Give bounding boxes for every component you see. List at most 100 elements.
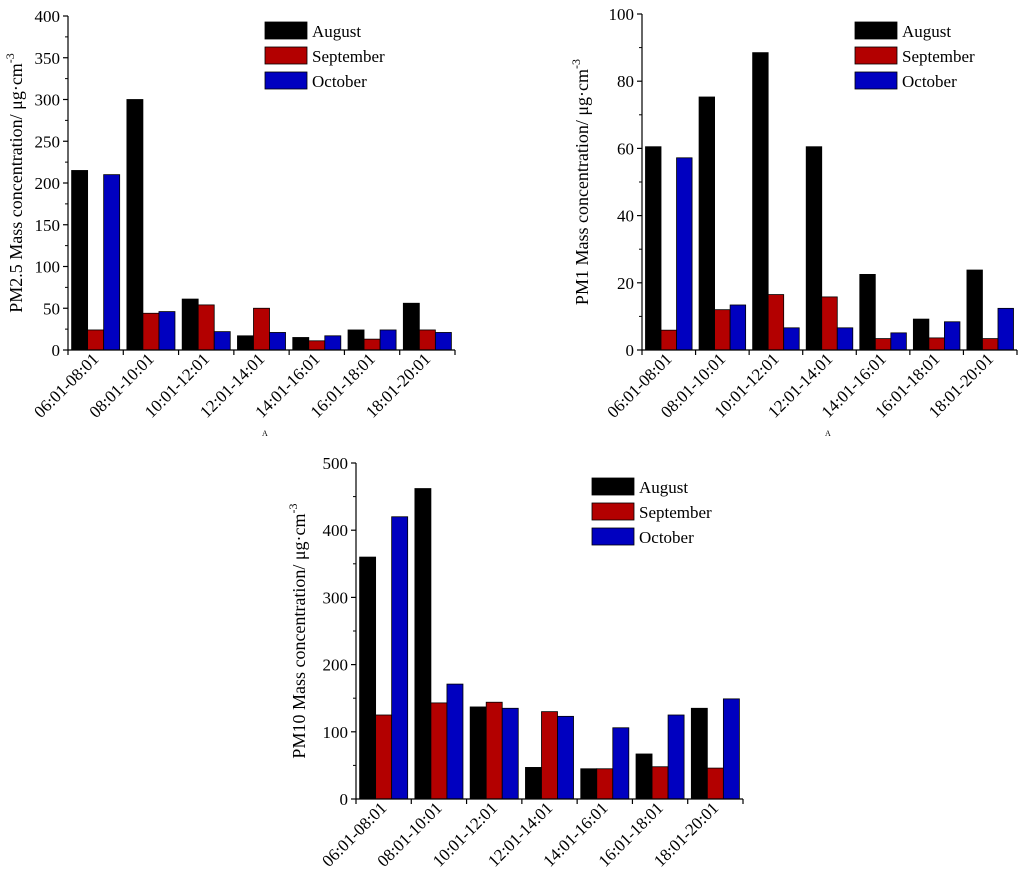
bar-august-1 (71, 170, 89, 351)
bar-october-7 (434, 332, 452, 351)
y-axis-title: PM2.5 Mass concentration/ μg·cm-3 (3, 53, 26, 313)
legend-label-september: September (312, 47, 385, 66)
legend-label-october: October (902, 72, 957, 91)
y-axis-title-superscript: -3 (569, 59, 583, 69)
bar-august-2 (126, 99, 144, 351)
y-tick-label: 40 (617, 207, 634, 226)
bar-september-4 (253, 307, 270, 351)
bar-august-5 (292, 337, 310, 351)
bar-august-4 (237, 335, 254, 351)
bar-september-1 (375, 714, 393, 800)
bar-august-1 (645, 146, 662, 351)
bar-august-3 (469, 706, 487, 800)
y-axis-title-superscript: -3 (286, 503, 300, 513)
y-tick-label: 200 (323, 656, 349, 675)
y-tick-label: 350 (35, 49, 61, 68)
bar-august-4 (805, 146, 823, 351)
y-axis-title-superscript: -3 (3, 53, 17, 63)
bar-september-5 (308, 340, 326, 351)
bar-august-2 (414, 488, 432, 800)
y-tick-label: 20 (617, 274, 634, 293)
legend-swatch-august (854, 21, 898, 40)
legend-swatch-september (591, 502, 635, 521)
bar-september-1 (87, 329, 105, 351)
legend-swatch-september (854, 46, 898, 65)
y-tick-label: 100 (609, 5, 635, 24)
bar-september-6 (651, 766, 669, 800)
bar-september-4 (541, 711, 558, 800)
bar-october-6 (944, 321, 961, 351)
bar-september-7 (982, 338, 999, 351)
bar-october-1 (391, 516, 409, 800)
legend-label-september: September (902, 47, 975, 66)
bar-august-3 (181, 298, 199, 351)
legend-label-august: August (639, 478, 688, 497)
bar-october-3 (501, 707, 519, 800)
bar-october-3 (783, 327, 800, 351)
legend-swatch-october (264, 71, 308, 90)
y-axis-title-text: PM10 Mass concentration/ μg·cm (289, 513, 309, 758)
legend-swatch-august (591, 477, 635, 496)
y-axis-title-text: PM2.5 Mass concentration/ μg·cm (6, 63, 26, 313)
y-tick-label: 100 (35, 258, 61, 277)
bar-october-7 (997, 307, 1014, 351)
y-tick-label: 0 (52, 341, 61, 360)
bar-october-2 (158, 311, 176, 351)
bar-october-3 (213, 331, 231, 351)
y-tick-label: 400 (35, 7, 61, 26)
legend-label-august: August (312, 22, 361, 41)
bar-august-6 (347, 329, 365, 351)
y-tick-label: 100 (323, 723, 349, 742)
panel-label: A (262, 429, 268, 438)
y-axis-title: PM1 Mass concentration/ μg·cm-3 (569, 59, 592, 305)
y-tick-label: 200 (35, 174, 61, 193)
bar-october-6 (667, 714, 685, 800)
bar-august-7 (690, 707, 708, 800)
legend-swatch-august (264, 21, 308, 40)
legend-swatch-october (854, 71, 898, 90)
bar-september-7 (706, 767, 724, 800)
y-tick-label: 80 (617, 72, 634, 91)
y-tick-label: 300 (35, 91, 61, 110)
y-axis-title-text: PM1 Mass concentration/ μg·cm (572, 69, 592, 305)
y-tick-label: 0 (626, 341, 635, 360)
bar-august-6 (912, 318, 930, 351)
bar-october-5 (324, 335, 342, 351)
bar-september-4 (821, 296, 838, 351)
panel-label: A (825, 429, 831, 438)
y-tick-label: 60 (617, 139, 634, 158)
y-tick-label: 300 (323, 588, 349, 607)
bar-august-7 (402, 302, 420, 351)
bar-september-5 (874, 338, 892, 351)
bar-august-7 (966, 269, 983, 351)
legend-swatch-september (264, 46, 308, 65)
legend-label-august: August (902, 22, 951, 41)
y-tick-label: 150 (35, 216, 61, 235)
y-tick-label: 500 (323, 454, 349, 473)
y-tick-label: 250 (35, 132, 61, 151)
legend-label-october: October (312, 72, 367, 91)
bar-september-6 (928, 337, 945, 351)
bar-october-4 (269, 332, 286, 351)
bar-october-2 (729, 304, 747, 351)
bar-august-1 (359, 556, 377, 800)
bar-august-2 (698, 96, 716, 351)
bar-september-2 (142, 312, 160, 351)
y-tick-label: 0 (340, 790, 349, 809)
bar-october-1 (103, 174, 121, 351)
legend-swatch-october (591, 527, 635, 546)
bar-september-2 (714, 309, 731, 351)
bar-october-4 (557, 715, 574, 800)
bar-october-6 (379, 329, 397, 351)
y-tick-label: 50 (43, 299, 60, 318)
y-axis-title: PM10 Mass concentration/ μg·cm-3 (286, 503, 309, 758)
bar-september-7 (418, 329, 436, 351)
bar-september-3 (767, 294, 785, 351)
legend-label-october: October (639, 528, 694, 547)
bar-august-3 (752, 52, 769, 351)
bar-august-6 (635, 753, 653, 800)
bar-august-4 (525, 767, 542, 800)
bar-october-5 (612, 727, 630, 800)
bar-october-7 (722, 698, 740, 800)
